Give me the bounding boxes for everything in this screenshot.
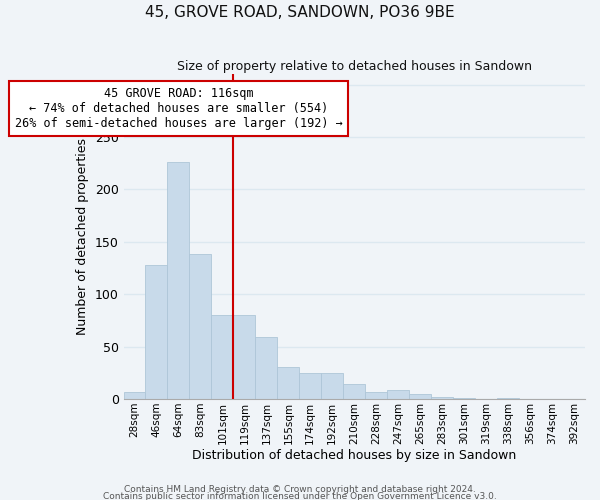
Bar <box>431 397 453 399</box>
Bar <box>497 398 519 399</box>
Bar <box>124 392 145 399</box>
Bar <box>233 315 256 399</box>
Bar <box>277 366 299 399</box>
Bar <box>409 394 431 399</box>
Text: Contains public sector information licensed under the Open Government Licence v3: Contains public sector information licen… <box>103 492 497 500</box>
Bar <box>190 254 211 399</box>
Bar <box>299 373 321 399</box>
Bar <box>387 390 409 399</box>
Bar <box>321 373 343 399</box>
Bar <box>211 315 233 399</box>
Bar <box>365 392 387 399</box>
Text: 45 GROVE ROAD: 116sqm
← 74% of detached houses are smaller (554)
26% of semi-det: 45 GROVE ROAD: 116sqm ← 74% of detached … <box>14 86 343 130</box>
Bar <box>167 162 190 399</box>
Bar <box>256 337 277 399</box>
Text: Contains HM Land Registry data © Crown copyright and database right 2024.: Contains HM Land Registry data © Crown c… <box>124 486 476 494</box>
Bar <box>453 398 475 399</box>
Y-axis label: Number of detached properties: Number of detached properties <box>76 138 89 335</box>
X-axis label: Distribution of detached houses by size in Sandown: Distribution of detached houses by size … <box>192 450 517 462</box>
Bar <box>145 265 167 399</box>
Title: Size of property relative to detached houses in Sandown: Size of property relative to detached ho… <box>177 60 532 73</box>
Bar <box>343 384 365 399</box>
Text: 45, GROVE ROAD, SANDOWN, PO36 9BE: 45, GROVE ROAD, SANDOWN, PO36 9BE <box>145 5 455 20</box>
